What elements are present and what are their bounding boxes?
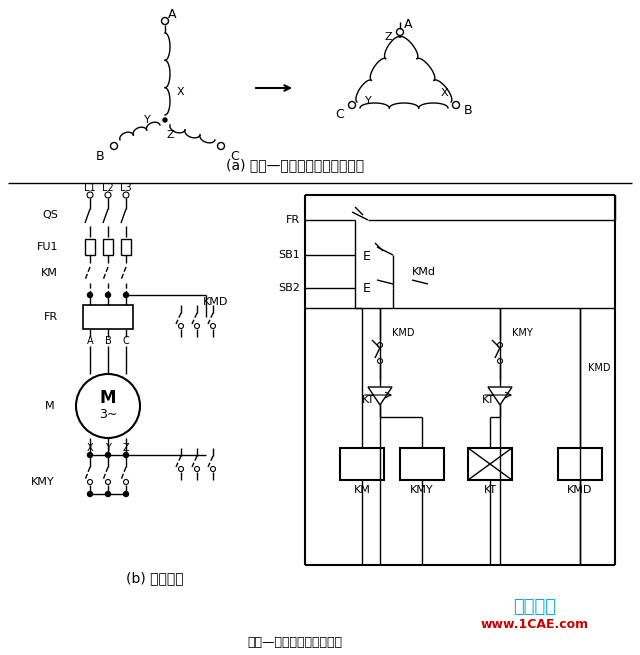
Text: 星形—三角形自动控制线路: 星形—三角形自动控制线路: [248, 635, 342, 648]
Bar: [85, 239, 95, 255]
Circle shape: [88, 293, 93, 297]
Bar: [558, 448, 602, 480]
Text: E: E: [363, 250, 371, 263]
Text: Y: Y: [143, 115, 150, 125]
Text: www.1CAE.com: www.1CAE.com: [481, 618, 589, 631]
Text: FR: FR: [44, 312, 58, 322]
Circle shape: [106, 491, 111, 496]
Text: KMD: KMD: [567, 485, 593, 495]
Polygon shape: [368, 387, 392, 405]
Text: A: A: [168, 9, 176, 22]
Text: FU1: FU1: [36, 242, 58, 252]
Text: C: C: [230, 149, 239, 162]
Bar: [103, 239, 113, 255]
Text: Y: Y: [105, 443, 111, 453]
Text: A: A: [404, 18, 412, 31]
Text: KMd: KMd: [412, 267, 436, 277]
Text: L2: L2: [102, 183, 114, 193]
Text: KT: KT: [482, 395, 495, 405]
Text: C: C: [123, 336, 129, 346]
Text: X: X: [176, 87, 184, 97]
Text: L1: L1: [84, 183, 96, 193]
Circle shape: [124, 491, 129, 496]
Bar: [121, 239, 131, 255]
Text: KM: KM: [41, 268, 58, 278]
Text: X: X: [440, 88, 448, 98]
Text: E: E: [363, 282, 371, 295]
Text: X: X: [86, 443, 93, 453]
Bar: [400, 448, 444, 480]
Circle shape: [124, 453, 129, 457]
Text: B: B: [464, 103, 472, 117]
Circle shape: [88, 491, 93, 496]
Text: B: B: [96, 149, 104, 162]
Circle shape: [106, 293, 111, 297]
Text: KMD: KMD: [588, 363, 611, 373]
Circle shape: [88, 453, 93, 457]
Text: Z: Z: [166, 130, 174, 140]
Text: 仿真在线: 仿真在线: [513, 598, 557, 616]
Text: SB1: SB1: [278, 250, 300, 260]
Text: KM: KM: [353, 485, 371, 495]
Text: Z: Z: [123, 443, 129, 453]
Text: B: B: [104, 336, 111, 346]
Circle shape: [163, 118, 167, 122]
Text: 3~: 3~: [99, 407, 117, 421]
Text: QS: QS: [42, 210, 58, 220]
Text: M: M: [45, 401, 55, 411]
Text: FR: FR: [286, 215, 300, 225]
Bar: [83, 305, 133, 329]
Text: M: M: [100, 389, 116, 407]
Bar: [340, 448, 384, 480]
Circle shape: [106, 453, 111, 457]
Text: Y: Y: [365, 96, 371, 106]
Text: KT: KT: [483, 485, 497, 495]
Text: KMY: KMY: [512, 328, 532, 338]
Polygon shape: [488, 387, 512, 405]
Text: C: C: [335, 109, 344, 121]
Text: KMY: KMY: [31, 477, 55, 487]
Text: KT: KT: [362, 395, 375, 405]
Text: (a) 星形—三角形转换绕组连接图: (a) 星形—三角形转换绕组连接图: [226, 158, 364, 172]
Text: KMD: KMD: [204, 297, 228, 307]
Text: A: A: [86, 336, 93, 346]
Bar: [468, 448, 512, 480]
Circle shape: [124, 293, 129, 297]
Text: L3: L3: [120, 183, 132, 193]
Text: SB2: SB2: [278, 283, 300, 293]
Text: (b) 控制线路: (b) 控制线路: [126, 571, 184, 585]
Text: KMD: KMD: [392, 328, 415, 338]
Text: KMY: KMY: [410, 485, 434, 495]
Text: Z: Z: [384, 32, 392, 42]
